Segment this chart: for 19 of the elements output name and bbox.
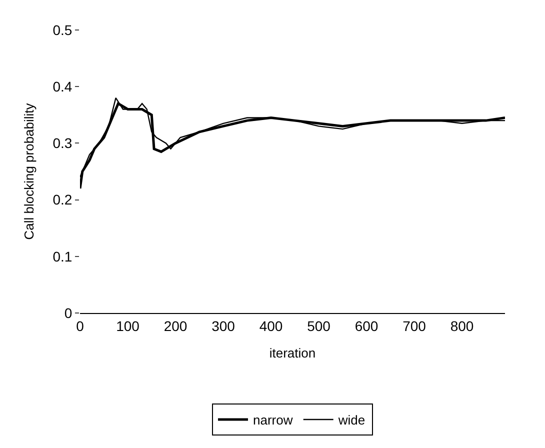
x-tick-label: 0: [76, 318, 84, 334]
x-tick-label: 100: [116, 318, 140, 334]
y-tick-label: 0.2: [52, 192, 72, 208]
x-axis-title: iteration: [269, 345, 316, 360]
x-tick-label: 400: [259, 318, 283, 334]
legend-label: wide: [337, 412, 366, 428]
x-tick-label: 300: [212, 318, 236, 334]
y-tick-label: 0: [64, 304, 72, 321]
y-tick-label: 0.1: [52, 248, 72, 264]
x-tick-label: 500: [307, 318, 331, 334]
y-tick-label: 0.5: [52, 22, 72, 38]
x-tick-label: 200: [164, 318, 188, 334]
x-tick-label: 700: [402, 318, 426, 334]
legend-label: narrow: [253, 412, 294, 428]
x-tick-label: 600: [354, 318, 378, 334]
x-tick-label: 800: [450, 318, 474, 334]
y-tick-label: 0.4: [52, 78, 72, 94]
y-axis-title: Call blocking probability: [22, 102, 37, 240]
y-tick-label: 0.3: [52, 135, 72, 152]
